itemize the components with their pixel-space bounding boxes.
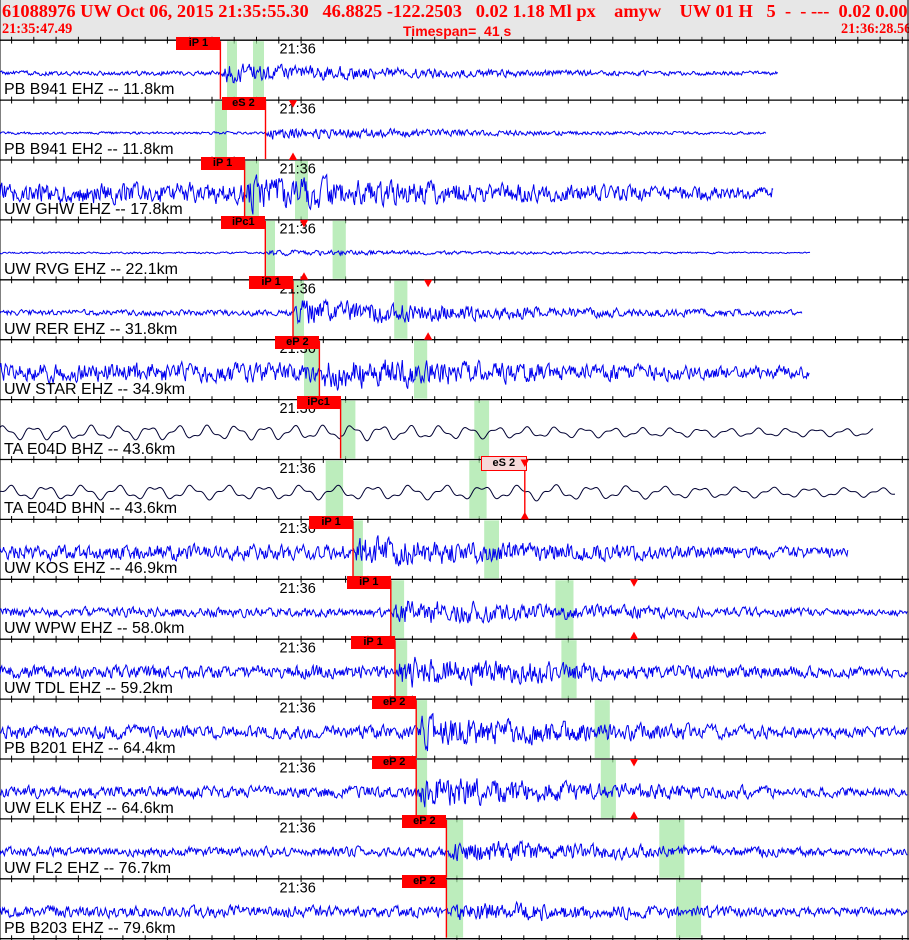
svg-text:21:36: 21:36 — [280, 641, 316, 657]
svg-text:21:36: 21:36 — [280, 581, 316, 597]
svg-text:21:36: 21:36 — [280, 701, 316, 717]
svg-text:21:36: 21:36 — [280, 820, 316, 836]
svg-text:21:36: 21:36 — [280, 761, 316, 777]
svg-text:21:36: 21:36 — [280, 221, 316, 237]
svg-text:21:36: 21:36 — [280, 880, 316, 896]
svg-text:21:36: 21:36 — [280, 42, 316, 58]
svg-text:21:36: 21:36 — [280, 102, 316, 118]
svg-text:21:36: 21:36 — [280, 461, 316, 477]
svg-text:21:36: 21:36 — [280, 162, 316, 178]
